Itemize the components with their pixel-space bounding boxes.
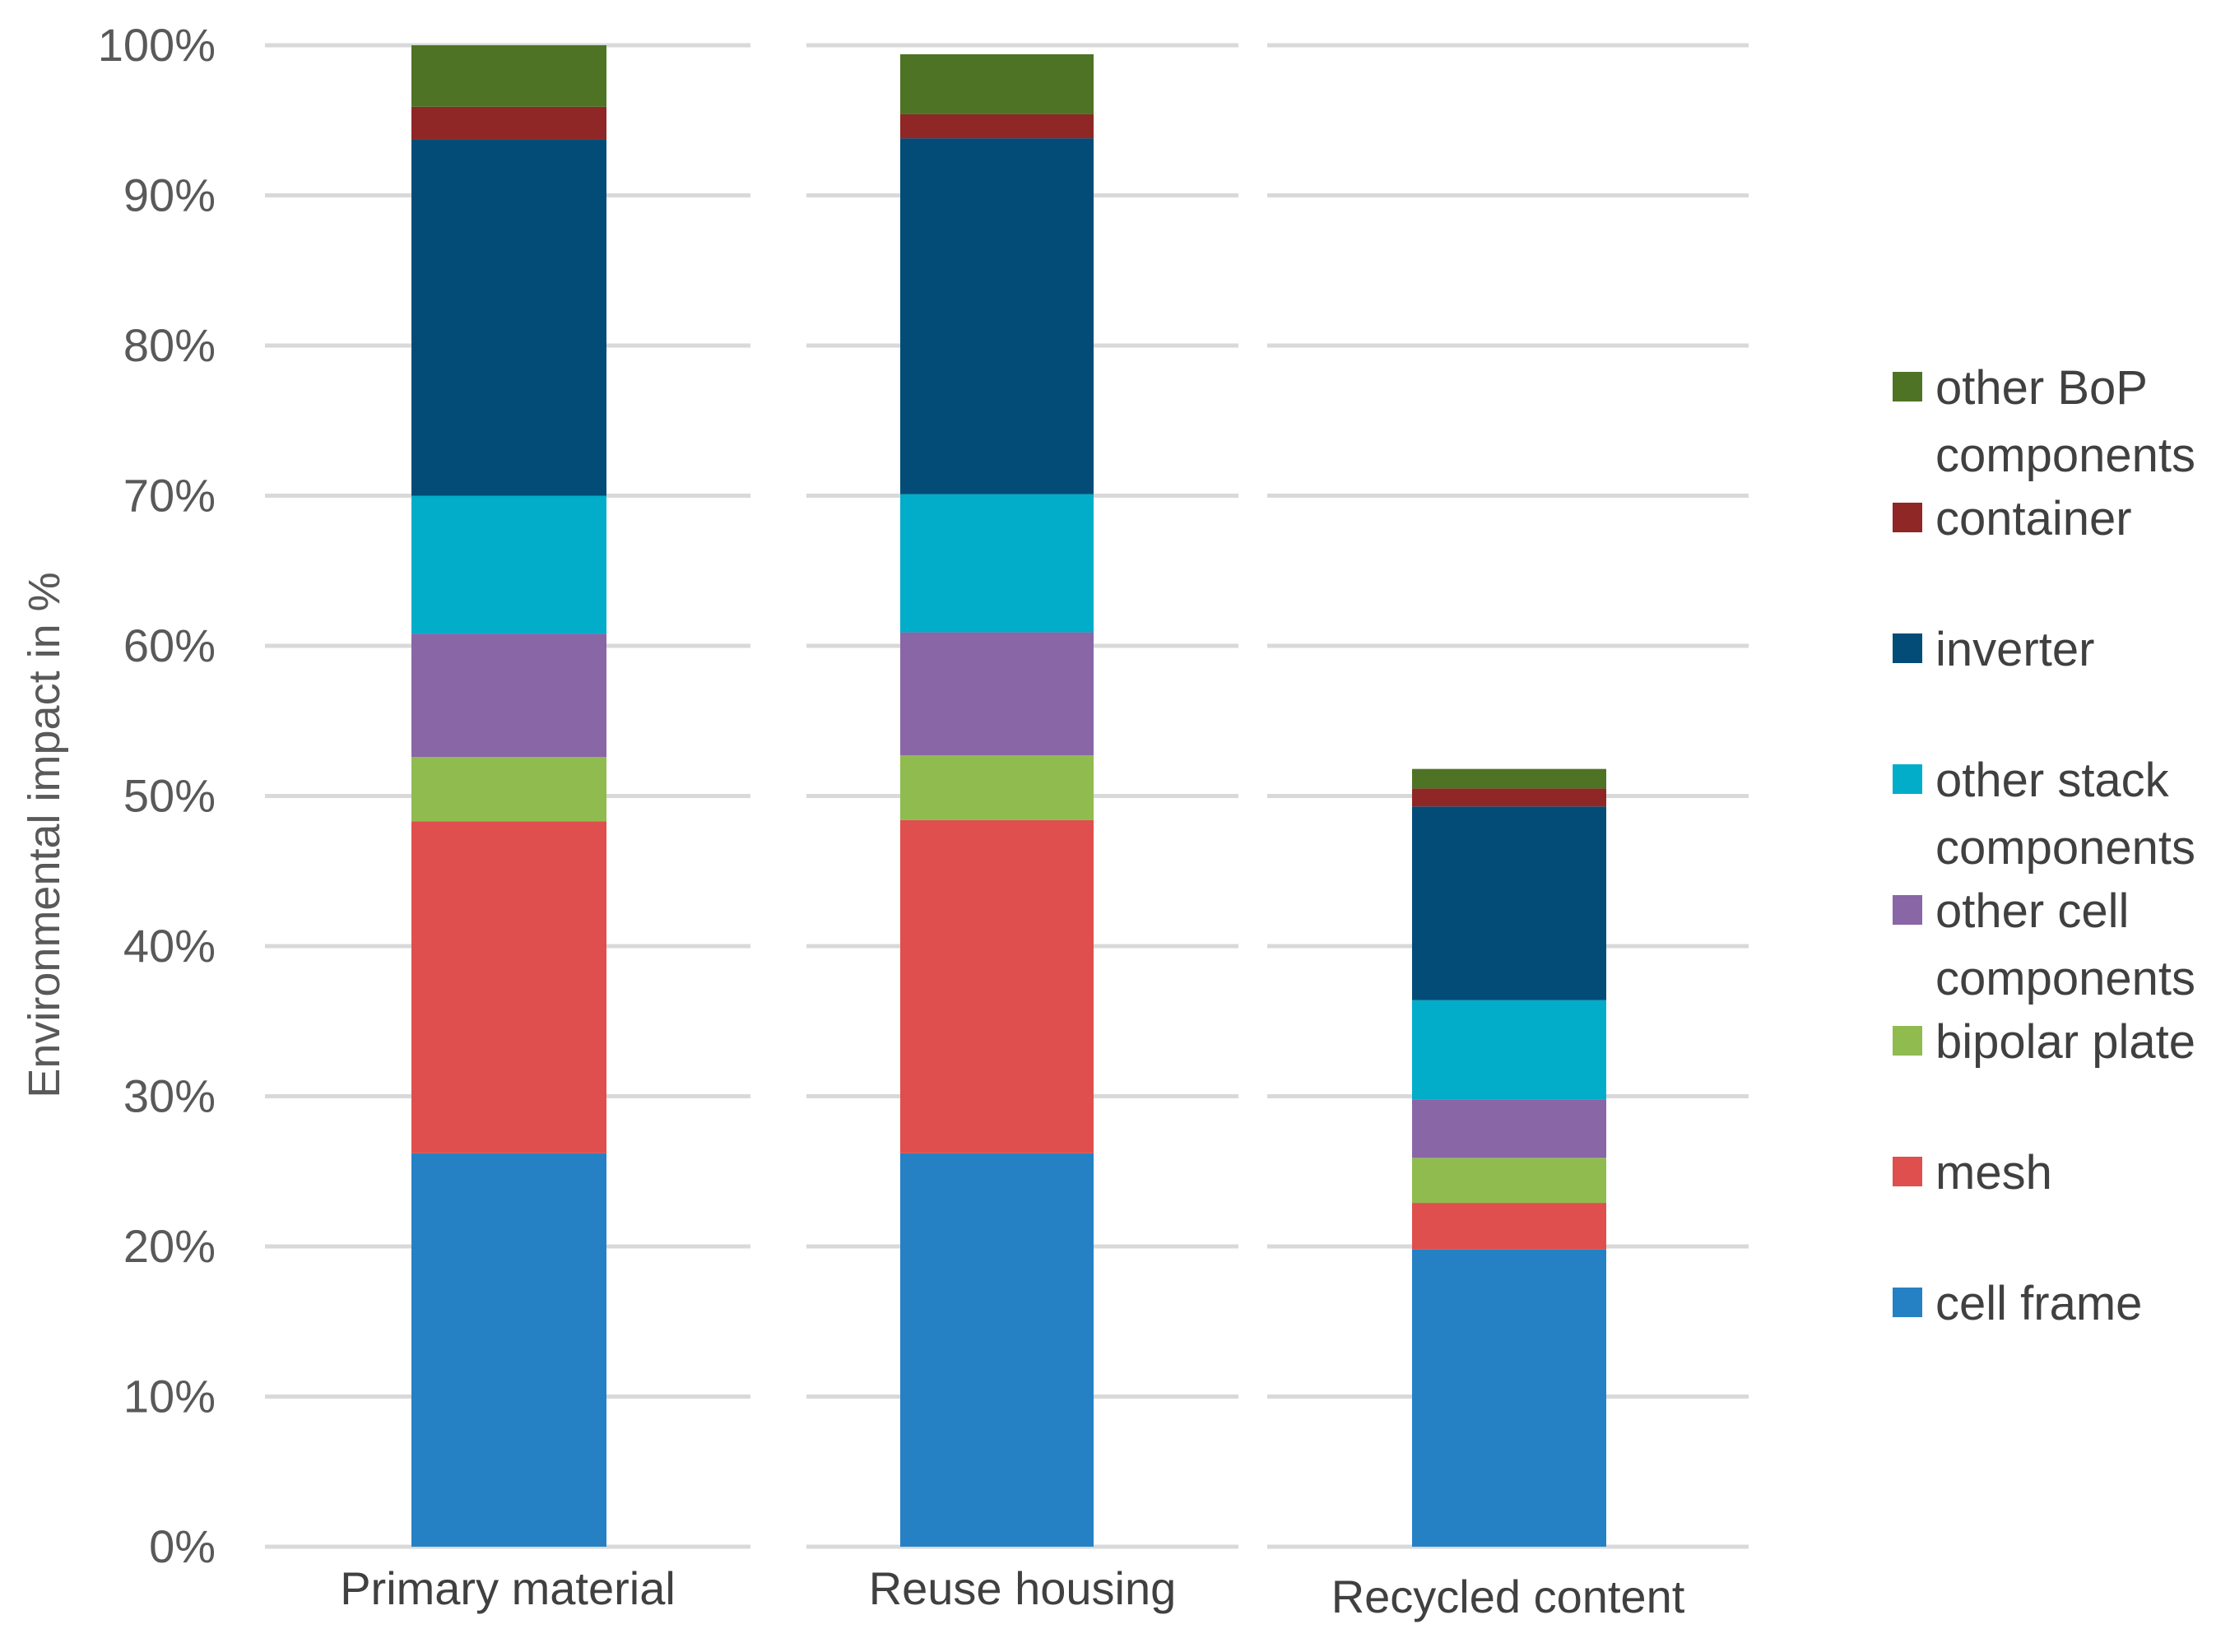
- legend-swatch-other-stack-components: [1893, 764, 1922, 794]
- bar-segment-bipolar-plate-reuse-housing: [900, 755, 1094, 820]
- bar-segment-other-cell-components-primary-material: [411, 633, 606, 758]
- y-tick-label: 0%: [149, 1520, 216, 1572]
- bar-segment-mesh-reuse-housing: [900, 819, 1094, 1153]
- bar-segment-container-reuse-housing: [900, 114, 1094, 139]
- bar-segment-other-cell-components-reuse-housing: [900, 632, 1094, 756]
- y-tick-label: 10%: [123, 1371, 216, 1422]
- legend-item-inverter: inverter: [1893, 623, 2094, 676]
- y-axis-title: Environmental impact in %: [20, 572, 69, 1097]
- bars: [411, 45, 1606, 1547]
- legend-label: components: [1935, 952, 2195, 1005]
- x-category-label: Primary material: [340, 1562, 676, 1614]
- x-category-label: Reuse housing: [869, 1562, 1177, 1614]
- x-category-label: Recycled content: [1331, 1571, 1685, 1622]
- legend-item-other-bop-components: other BoP components: [1893, 361, 2195, 482]
- legend-label: other cell: [1935, 884, 2129, 938]
- bar-segment-other-cell-components-recycled-content: [1412, 1099, 1606, 1158]
- legend-label: bipolar plate: [1935, 1015, 2195, 1069]
- y-tick-label: 60%: [123, 620, 216, 671]
- bar-segment-other-bop-components-reuse-housing: [900, 53, 1094, 114]
- legend-label: container: [1935, 492, 2132, 545]
- legend-label: mesh: [1935, 1146, 2052, 1200]
- bar-segment-inverter-reuse-housing: [900, 138, 1094, 494]
- bar-segment-inverter-primary-material: [411, 139, 606, 496]
- legend-label: components: [1935, 821, 2195, 875]
- bar-segment-other-bop-components-recycled-content: [1412, 768, 1606, 789]
- bar-segment-other-bop-components-primary-material: [411, 45, 606, 107]
- legend-swatch-bipolar-plate: [1893, 1026, 1922, 1056]
- bar-segment-inverter-recycled-content: [1412, 806, 1606, 1000]
- legend-label: cell frame: [1935, 1277, 2142, 1330]
- legend-swatch-inverter: [1893, 633, 1922, 663]
- legend-swatch-other-bop-components: [1893, 372, 1922, 401]
- legend-swatch-mesh: [1893, 1157, 1922, 1186]
- legend-swatch-cell-frame: [1893, 1288, 1922, 1317]
- bar-segment-other-stack-components-primary-material: [411, 495, 606, 634]
- bar-segment-cell-frame-recycled-content: [1412, 1249, 1606, 1547]
- legend-item-mesh: mesh: [1893, 1146, 2052, 1200]
- legend-item-other-stack-components: other stack components: [1893, 754, 2195, 875]
- bar-segment-other-stack-components-reuse-housing: [900, 494, 1094, 633]
- x-axis-category-labels: Primary material Reuse housing Recycled co…: [340, 1562, 1685, 1622]
- y-axis-tick-labels: 0% 10% 20% 30% 40% 50% 60% 70% 80% 90% 100%: [98, 19, 216, 1572]
- bar-segment-mesh-primary-material: [411, 821, 606, 1153]
- legend-swatch-other-cell-components: [1893, 895, 1922, 925]
- legend-label: components: [1935, 429, 2195, 482]
- y-tick-label: 50%: [123, 770, 216, 822]
- bar-segment-bipolar-plate-recycled-content: [1412, 1158, 1606, 1204]
- bar-segment-container-recycled-content: [1412, 788, 1606, 807]
- bar-segment-bipolar-plate-primary-material: [411, 757, 606, 822]
- bar-segment-cell-frame-reuse-housing: [900, 1153, 1094, 1547]
- y-tick-label: 70%: [123, 470, 216, 522]
- legend-item-cell-frame: cell frame: [1893, 1277, 2142, 1330]
- bar-segment-other-stack-components-recycled-content: [1412, 1000, 1606, 1100]
- bar-segment-mesh-recycled-content: [1412, 1203, 1606, 1250]
- bar-segment-cell-frame-primary-material: [411, 1153, 606, 1547]
- legend-swatch-container: [1893, 503, 1922, 532]
- legend-label: other stack: [1935, 754, 2170, 807]
- y-tick-label: 90%: [123, 169, 216, 221]
- bar-segment-container-primary-material: [411, 106, 606, 140]
- legend-item-other-cell-components: other cell components: [1893, 884, 2195, 1005]
- y-tick-label: 100%: [98, 19, 216, 71]
- legend-label: other BoP: [1935, 361, 2148, 415]
- legend-item-bipolar-plate: bipolar plate: [1893, 1015, 2195, 1069]
- legend-label: inverter: [1935, 623, 2094, 676]
- y-tick-label: 40%: [123, 920, 216, 972]
- y-tick-label: 80%: [123, 319, 216, 371]
- y-tick-label: 20%: [123, 1220, 216, 1272]
- legend-item-container: container: [1893, 492, 2132, 545]
- legend: other BoP components container inverter othe…: [1893, 361, 2195, 1330]
- y-tick-label: 30%: [123, 1070, 216, 1122]
